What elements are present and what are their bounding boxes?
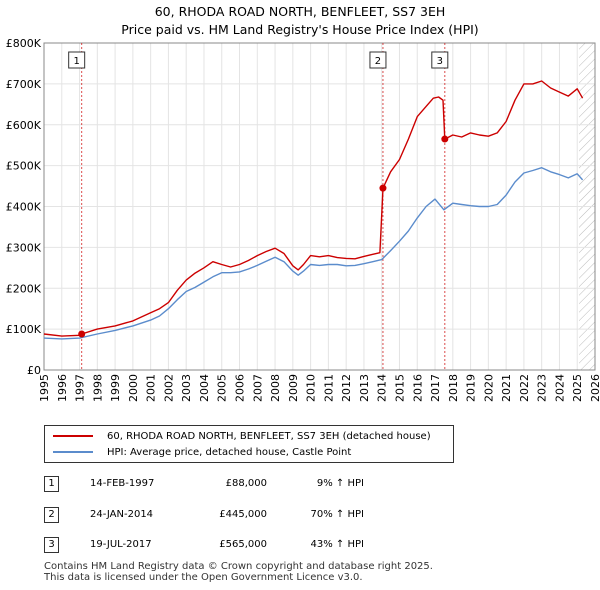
x-tick-label: 2010 [305, 374, 318, 402]
x-tick-label: 2013 [358, 374, 371, 402]
hpi-line [43, 166, 584, 340]
sale-row: 3 19-JUL-2017 £565,000 43% ↑ HPI [44, 537, 444, 554]
sale-date: 24-JAN-2014 [90, 509, 154, 520]
sale-number-badge: 3 [44, 537, 59, 553]
property-price-line [43, 80, 584, 337]
x-tick-label: 2016 [411, 374, 424, 402]
chart-title: 60, RHODA ROAD NORTH, BENFLEET, SS7 3EH … [0, 3, 600, 39]
sale-hpi-change: 43% ↑ HPI [310, 539, 364, 550]
x-tick-label: 2024 [553, 374, 566, 402]
x-tick-label: 2017 [429, 374, 442, 402]
x-tick-label: 1996 [56, 374, 69, 402]
sale-point [379, 184, 387, 192]
legend-entry-hpi: HPI: Average price, detached house, Cast… [53, 444, 351, 460]
legend-swatch-property [53, 435, 93, 437]
sale-row: 1 14-FEB-1997 £88,000 9% ↑ HPI [44, 476, 444, 493]
x-tick-label: 2009 [287, 374, 300, 402]
legend-label-property: 60, RHODA ROAD NORTH, BENFLEET, SS7 3EH … [107, 430, 431, 442]
x-tick-label: 1995 [38, 374, 51, 402]
footer: Contains HM Land Registry data © Crown c… [44, 561, 433, 583]
sale-hpi-change: 70% ↑ HPI [310, 509, 364, 520]
x-tick-label: 2008 [269, 374, 282, 402]
x-tick-label: 2011 [322, 374, 335, 402]
sale-point [441, 135, 449, 143]
sale-marker-label: 2 [375, 56, 381, 67]
x-tick-label: 2007 [251, 374, 264, 402]
x-tick-label: 1997 [74, 374, 87, 402]
sale-marker-label: 1 [73, 56, 79, 67]
x-tick-label: 2014 [376, 374, 389, 402]
sale-marker-box [431, 51, 449, 69]
x-tick-label: 2018 [447, 374, 460, 402]
y-tick-label: £400K [6, 201, 42, 214]
x-tick-label: 2006 [234, 374, 247, 402]
y-tick-label: £700K [6, 78, 42, 91]
sale-hpi-change: 9% ↑ HPI [316, 478, 364, 489]
sale-price: £88,000 [225, 478, 267, 489]
x-tick-label: 2021 [500, 374, 513, 402]
legend-entry-property: 60, RHODA ROAD NORTH, BENFLEET, SS7 3EH … [53, 428, 431, 444]
x-tick-label: 2015 [393, 374, 406, 402]
x-tick-label: 1998 [91, 374, 104, 402]
y-tick-label: £0 [27, 364, 41, 377]
y-tick-label: £500K [6, 160, 42, 173]
legend-label-hpi: HPI: Average price, detached house, Cast… [107, 446, 352, 458]
legend: 60, RHODA ROAD NORTH, BENFLEET, SS7 3EH … [44, 425, 454, 463]
sale-price: £445,000 [219, 509, 267, 520]
sale-row: 2 24-JAN-2014 £445,000 70% ↑ HPI [44, 507, 444, 524]
sale-date: 19-JUL-2017 [90, 539, 152, 550]
x-tick-label: 2001 [145, 374, 158, 402]
y-tick-label: £200K [6, 282, 42, 295]
footer-license: This data is licensed under the Open Gov… [44, 572, 363, 583]
footer-copyright: Contains HM Land Registry data © Crown c… [44, 561, 433, 572]
y-tick-label: £300K [6, 241, 42, 254]
x-tick-label: 2025 [571, 374, 584, 402]
x-tick-label: 2002 [162, 374, 175, 402]
sale-price: £565,000 [219, 539, 267, 550]
x-tick-label: 2023 [536, 374, 549, 402]
sale-number-badge: 2 [44, 507, 59, 523]
y-tick-label: £600K [6, 119, 42, 132]
sale-marker-box [369, 51, 387, 69]
x-tick-label: 2003 [180, 374, 193, 402]
sale-date: 14-FEB-1997 [90, 478, 155, 489]
x-tick-label: 2004 [198, 374, 211, 402]
title-line-1: 60, RHODA ROAD NORTH, BENFLEET, SS7 3EH [154, 4, 446, 19]
x-tick-label: 2005 [216, 374, 229, 402]
x-tick-label: 1999 [109, 374, 122, 402]
x-tick-label: 2022 [518, 374, 531, 402]
x-tick-label: 2026 [589, 374, 600, 402]
sale-marker-label: 3 [437, 56, 443, 67]
x-tick-label: 2000 [127, 374, 140, 402]
sale-marker-box [68, 51, 86, 69]
x-tick-label: 2020 [482, 374, 495, 402]
axes-frame [43, 42, 596, 371]
sale-number-badge: 1 [44, 476, 59, 492]
sale-point [78, 330, 86, 338]
chart-svg: £0 £100K £200K £300K £400K £500K £600K £700K £80… [6, 37, 600, 402]
y-tick-label: £100K [6, 323, 42, 336]
legend-swatch-hpi [53, 451, 93, 453]
title-line-2: Price paid vs. HM Land Registry's House … [121, 22, 479, 37]
x-tick-label: 2012 [340, 374, 353, 402]
x-tick-label: 2019 [465, 374, 478, 402]
y-tick-label: £800K [6, 37, 42, 50]
